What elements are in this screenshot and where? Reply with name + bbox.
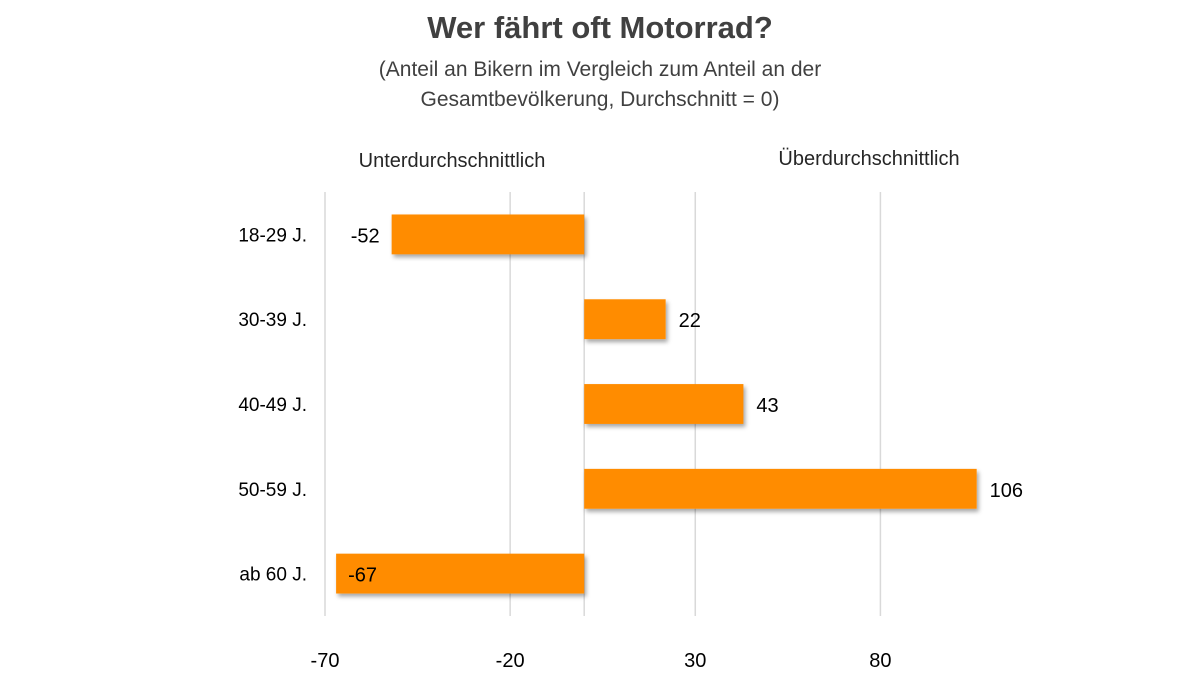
category-label: 40-49 J. [238, 395, 307, 416]
data-label: 43 [756, 395, 778, 417]
data-label: -67 [348, 565, 377, 587]
bar [336, 553, 585, 594]
bar [584, 299, 666, 340]
x-tick-label: 30 [684, 650, 706, 672]
bars [336, 214, 977, 594]
header-above-average: Überdurchschnittlich [778, 148, 959, 170]
chart-subtitle-line-2: Gesamtbevölkerung, Durchschnitt = 0) [421, 88, 780, 111]
x-tick-label: -20 [496, 650, 525, 672]
data-label: 106 [990, 480, 1023, 502]
data-label: 22 [679, 310, 701, 332]
category-label: ab 60 J. [239, 565, 307, 586]
category-label: 30-39 J. [238, 310, 307, 331]
labels: -70 -20 30 80 18-29 J. -52 30-39 J. 22 40-49 J. 4… [238, 225, 1023, 672]
bar [391, 214, 585, 255]
chart-title: Wer fährt oft Motorrad? [427, 10, 773, 45]
bar [584, 468, 977, 509]
bar [584, 384, 744, 424]
category-label: 18-29 J. [238, 225, 307, 246]
header-below-average: Unterdurchschnittlich [359, 150, 546, 172]
category-label: 50-59 J. [238, 480, 307, 501]
data-label: -52 [351, 225, 380, 247]
x-tick-label: -70 [311, 650, 340, 672]
x-tick-label: 80 [869, 650, 891, 672]
chart-subtitle-line-1: (Anteil an Bikern im Vergleich zum Antei… [379, 58, 821, 81]
